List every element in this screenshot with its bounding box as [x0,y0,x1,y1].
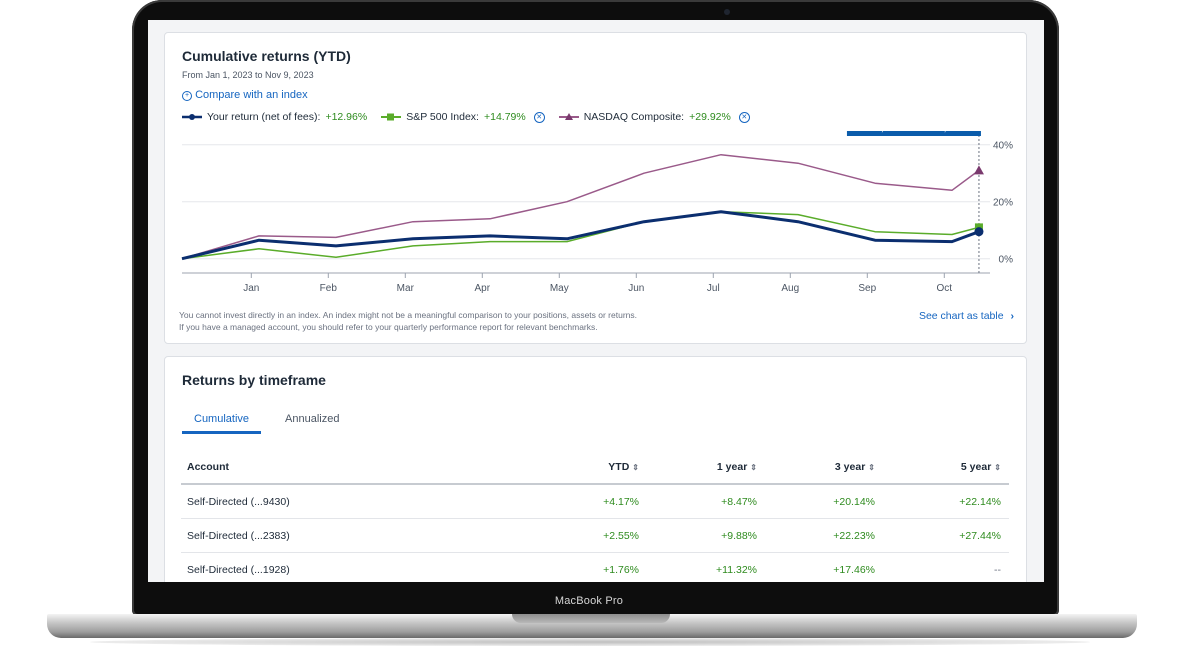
plus-circle-icon: + [182,91,192,101]
x-tick-label: Oct [937,283,953,294]
legend-item-sp500: S&P 500 Index: +14.79% ✕ [381,111,545,123]
chevron-right-icon: › [1010,310,1015,322]
returns-title: Returns by timeframe [182,372,326,388]
x-tick-label: May [550,283,569,294]
5-year-cell: +27.44% [883,518,1009,553]
x-tick-label: Jan [243,283,259,294]
see-table-label: See chart as table [918,310,1004,322]
laptop-shadow [90,638,1090,646]
y-tick-label: 20% [993,198,1013,209]
sort-icon: ⇕ [632,463,639,472]
column-header-ytd[interactable]: YTD ⇕ [521,451,647,485]
5-year-cell: +22.14% [883,484,1009,519]
table-row[interactable]: Self-Directed (...9430) +4.17% +8.47% +2… [181,484,1009,519]
disclaimer-line: If you have a managed account, you shoul… [179,321,598,332]
column-header-1-year[interactable]: 1 year ⇕ [647,451,765,485]
disclaimer-line: You cannot invest directly in an index. … [179,310,637,320]
x-tick-label: Feb [320,283,338,294]
chart-tooltip [846,131,981,136]
ytd-cell: +2.55% [521,518,647,553]
account-cell: Self-Directed (...1928) [181,552,521,582]
account-cell: Self-Directed (...2383) [181,518,521,553]
device-label: MacBook Pro [554,595,624,607]
timeframe-tabs: Cumulative Annualized [182,413,351,434]
compare-with-index-link[interactable]: + Compare with an index [182,89,308,101]
ytd-cell: +1.76% [521,552,647,582]
line-triangle-icon [558,113,579,120]
legend-label: S&P 500 Index: [406,111,479,123]
compare-label: Compare with an index [195,89,308,101]
sort-icon: ⇕ [994,463,1001,472]
1-year-cell: +9.88% [647,518,765,553]
column-header-account: Account [181,451,521,485]
performance-card: Cumulative returns (YTD) From Jan 1, 202… [164,32,1027,344]
chart-legend: Your return (net of fees): +12.96% S&P 5… [182,110,750,124]
screen: Cumulative returns (YTD) From Jan 1, 202… [148,20,1044,582]
x-tick-label: Mar [397,283,415,294]
performance-title: Cumulative returns (YTD) [182,48,351,64]
3-year-cell: +20.14% [765,484,883,519]
column-header-3-year[interactable]: 3 year ⇕ [765,451,883,485]
sort-icon: ⇕ [750,463,757,472]
line-square-icon [381,113,402,121]
returns-table: Account YTD ⇕ 1 year ⇕ 3 year ⇕ 5 year ⇕ Sel… [181,451,1009,582]
legend-item-your-return: Your return (net of fees): +12.96% [182,111,367,123]
remove-sp500-icon[interactable]: ✕ [533,111,545,123]
your-return-end-marker [974,227,984,237]
sort-icon: ⇕ [868,463,875,472]
series-line-your-return [181,210,980,261]
tab-annualized[interactable]: Annualized [285,413,340,425]
date-range: From Jan 1, 2023 to Nov 9, 2023 [182,70,314,80]
camera-icon [724,9,730,15]
legend-value: +14.79% [483,111,526,123]
x-tick-label: Aug [781,283,799,294]
legend-value: +29.92% [689,111,731,123]
tab-cumulative[interactable]: Cumulative [182,413,262,434]
legend-label: NASDAQ Composite: [583,111,685,123]
chart-tooltip-text: Jan 1, 2023 - Nov 9, 2023 [856,131,972,134]
x-tick-label: Jul [707,283,720,294]
remove-nasdaq-icon[interactable]: ✕ [738,111,750,123]
y-tick-label: 40% [993,141,1013,152]
index-disclaimer: You cannot invest directly in an index. … [179,310,637,333]
legend-item-nasdaq: NASDAQ Composite: +29.92% ✕ [558,111,750,123]
3-year-cell: +22.23% [765,518,883,553]
x-tick-label: Sep [858,283,876,294]
1-year-cell: +8.47% [647,484,765,519]
legend-label: Your return (net of fees): [207,111,321,123]
x-tick-label: Apr [475,283,491,294]
1-year-cell: +11.32% [647,552,765,582]
x-tick-label: Jun [628,283,644,294]
account-cell: Self-Directed (...9430) [181,484,521,519]
table-row[interactable]: Self-Directed (...1928) +1.76% +11.32% +… [181,552,1009,582]
cumulative-returns-chart[interactable]: 40% 20% 0% Jan Feb Mar Apr May Jun Jul Aug Sep Oct Ja… [165,131,1026,301]
table-row[interactable]: Self-Directed (...2383) +2.55% +9.88% +2… [181,518,1009,553]
column-header-5-year[interactable]: 5 year ⇕ [883,451,1009,485]
line-circle-icon [182,114,202,120]
nasdaq-end-marker [973,165,984,175]
legend-value: +12.96% [325,111,368,123]
laptop-notch [512,614,670,623]
ytd-cell: +4.17% [521,484,647,519]
see-chart-as-table-link[interactable]: See chart as table › [919,310,1014,322]
5-year-cell: -- [883,552,1009,582]
returns-card: Returns by timeframe Cumulative Annualiz… [164,356,1027,582]
3-year-cell: +17.46% [765,552,883,582]
series-line-nasdaq [181,153,980,260]
y-tick-label: 0% [999,255,1014,266]
table-header-row: Account YTD ⇕ 1 year ⇕ 3 year ⇕ 5 year ⇕ [181,451,1009,485]
